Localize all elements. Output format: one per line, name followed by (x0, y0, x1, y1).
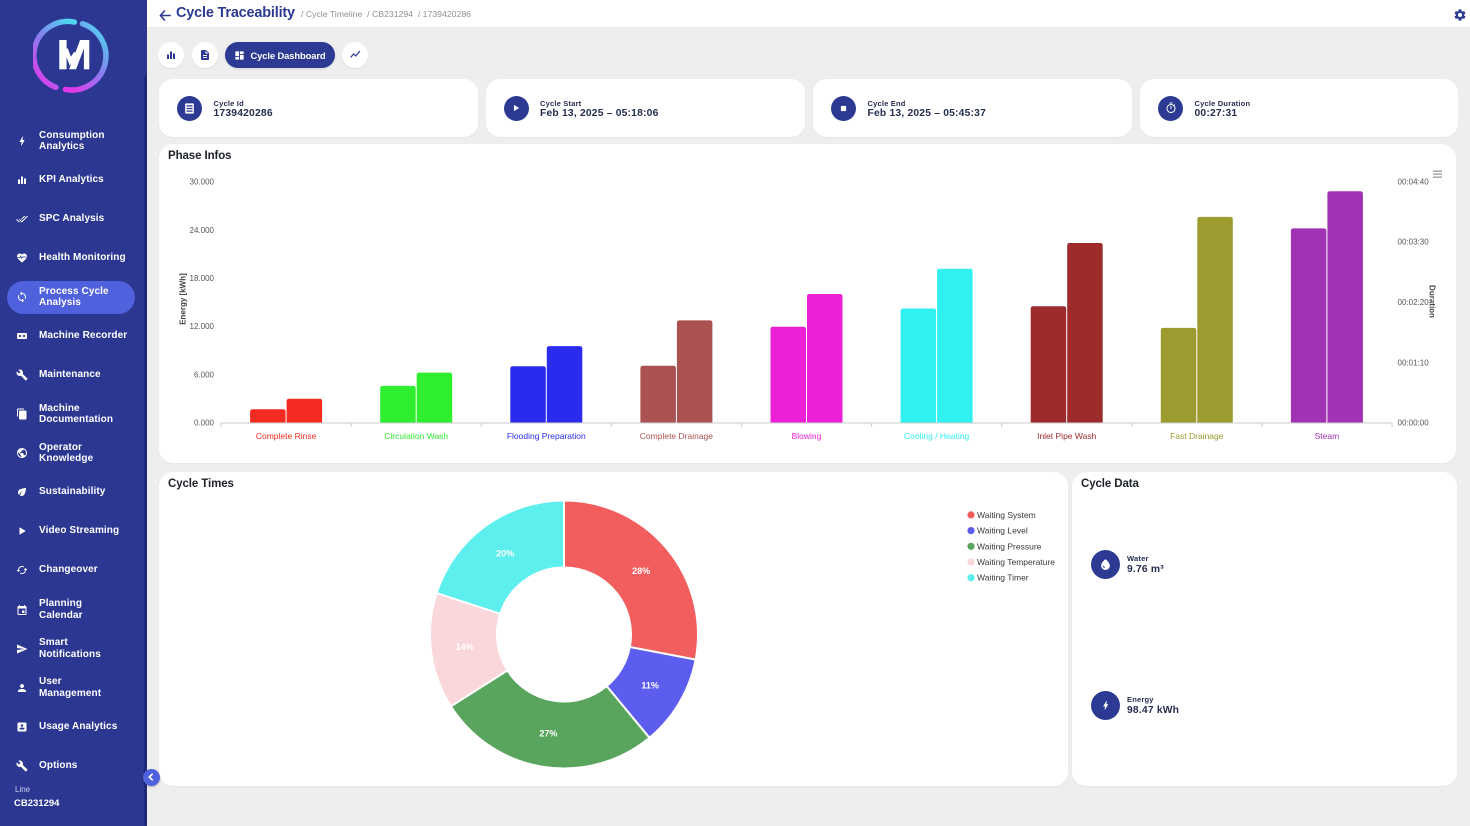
svg-text:6.000: 6.000 (194, 370, 215, 379)
svg-text:Blowing: Blowing (792, 431, 822, 441)
svg-text:Inlet Pipe Wash: Inlet Pipe Wash (1037, 431, 1096, 441)
svg-text:Flooding Preparation: Flooding Preparation (507, 431, 586, 441)
svg-text:12.000: 12.000 (190, 322, 215, 331)
svg-text:00:04:40: 00:04:40 (1398, 177, 1430, 186)
svg-text:00:03:30: 00:03:30 (1398, 238, 1430, 247)
svg-text:Duration: Duration (1428, 285, 1437, 318)
svg-text:Circulation Wash: Circulation Wash (384, 431, 448, 441)
svg-text:Complete Rinse: Complete Rinse (256, 431, 317, 441)
svg-text:Fast Drainage: Fast Drainage (1170, 431, 1224, 441)
svg-text:Complete Drainage: Complete Drainage (640, 431, 714, 441)
svg-text:Waiting Timer: Waiting Timer (977, 572, 1029, 582)
svg-text:30.000: 30.000 (190, 178, 215, 187)
svg-text:27%: 27% (539, 728, 557, 738)
svg-text:Steam: Steam (1315, 431, 1340, 441)
svg-text:28%: 28% (632, 565, 650, 575)
svg-text:00:01:10: 00:01:10 (1398, 358, 1430, 367)
svg-text:14%: 14% (456, 642, 474, 652)
svg-text:00:02:20: 00:02:20 (1398, 298, 1430, 307)
svg-text:Energy [kWh]: Energy [kWh] (178, 273, 187, 325)
svg-text:Waiting System: Waiting System (977, 509, 1036, 519)
svg-text:0.000: 0.000 (194, 419, 215, 428)
svg-text:11%: 11% (641, 680, 659, 690)
svg-text:Waiting Temperature: Waiting Temperature (977, 557, 1055, 567)
svg-text:00:00:00: 00:00:00 (1398, 419, 1430, 428)
svg-text:24.000: 24.000 (190, 226, 215, 235)
svg-text:Waiting Pressure: Waiting Pressure (977, 541, 1042, 551)
svg-text:18.000: 18.000 (190, 274, 215, 283)
svg-text:Waiting Level: Waiting Level (977, 525, 1028, 535)
svg-text:20%: 20% (496, 548, 514, 558)
svg-text:Cooling / Heating: Cooling / Heating (904, 431, 969, 441)
